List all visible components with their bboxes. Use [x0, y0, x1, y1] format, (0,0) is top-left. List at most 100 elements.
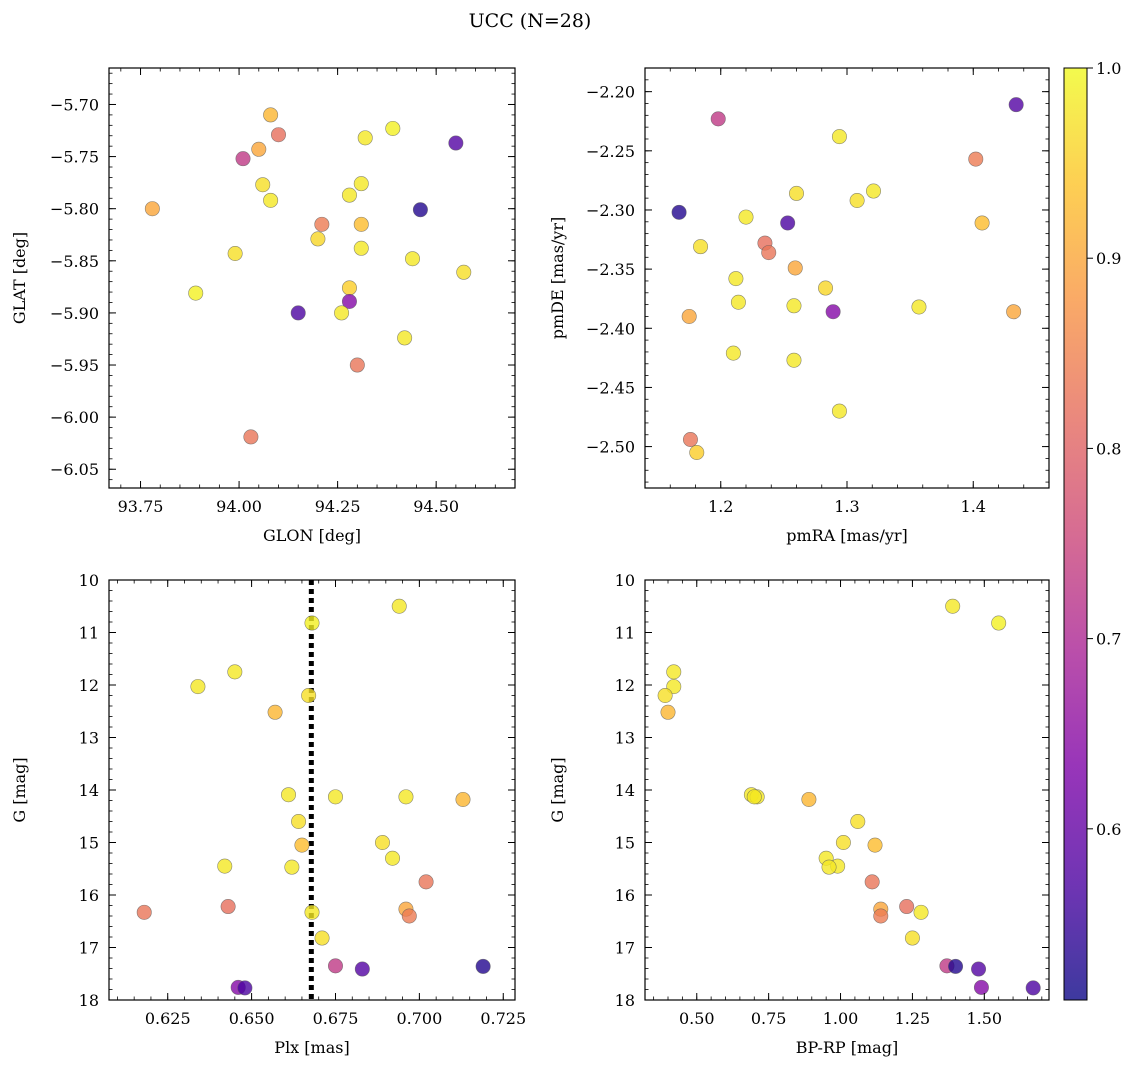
- data-point: [710, 111, 726, 127]
- x-axis-label: pmRA [mas/yr]: [786, 526, 908, 545]
- data-point: [327, 958, 343, 974]
- data-point: [255, 177, 271, 193]
- y-tick-label: −5.80: [50, 200, 99, 219]
- data-point: [291, 813, 307, 829]
- data-point: [849, 193, 865, 209]
- colorbar-tick-label: 0.7: [1096, 630, 1121, 649]
- data-point: [788, 185, 804, 201]
- data-point: [780, 215, 796, 231]
- data-point: [401, 908, 417, 924]
- y-tick-label: −5.90: [50, 304, 99, 323]
- data-point: [391, 598, 407, 614]
- scatter-panel-3: 0.625 0.650 0.675 0.700 0.725 10 11 12 13 14 15 16 1…: [10, 571, 526, 1057]
- y-tick-label: 13: [79, 729, 99, 748]
- y-tick-label: 14: [615, 781, 635, 800]
- data-point: [475, 958, 491, 974]
- data-point: [418, 874, 434, 890]
- x-tick-label: 1.25: [895, 1009, 931, 1028]
- data-point: [405, 251, 421, 267]
- data-point: [991, 615, 1007, 631]
- colorbar-gradient: [1064, 68, 1087, 1000]
- y-tick-label: 11: [615, 624, 635, 643]
- data-point: [251, 141, 267, 157]
- data-point: [681, 308, 697, 324]
- y-tick-label: 16: [615, 886, 635, 905]
- data-point: [973, 979, 989, 995]
- data-point: [456, 264, 472, 280]
- x-tick-label: 1.3: [834, 497, 859, 516]
- y-tick-label: −5.75: [50, 148, 99, 167]
- data-point: [270, 127, 286, 143]
- data-point: [786, 352, 802, 368]
- x-tick-label: 93.75: [118, 497, 164, 516]
- x-tick-label: 0.725: [480, 1009, 526, 1028]
- x-axis-label: GLON [deg]: [263, 526, 361, 545]
- data-point: [831, 403, 847, 419]
- data-point: [227, 664, 243, 680]
- data-point: [267, 704, 283, 720]
- data-point: [341, 280, 357, 296]
- data-point: [660, 704, 676, 720]
- data-point: [786, 298, 802, 314]
- data-point: [801, 791, 817, 807]
- data-point: [693, 239, 709, 255]
- y-tick-label: 17: [615, 939, 635, 958]
- colorbar: 0.6 0.7 0.8 0.9 1.0: [1063, 59, 1121, 1001]
- y-tick-label: −2.20: [586, 83, 635, 102]
- data-point: [761, 245, 777, 261]
- y-tick-label: 18: [79, 991, 99, 1010]
- y-tick-label: −5.95: [50, 356, 99, 375]
- y-tick-label: 13: [615, 729, 635, 748]
- data-point: [911, 299, 927, 315]
- data-point: [821, 859, 837, 875]
- x-tick-label: 1.4: [961, 497, 986, 516]
- scatter-panel-4: 0.50 0.75 1.00 1.25 1.50 10 11 12 13 14 15 16 17 18 BP…: [548, 571, 1050, 1057]
- data-point: [357, 130, 373, 146]
- data-point: [374, 834, 390, 850]
- y-tick-label: −2.50: [586, 438, 635, 457]
- data-point: [968, 151, 984, 167]
- x-tick-label: 1.50: [966, 1009, 1002, 1028]
- x-tick-label: 1.2: [708, 497, 733, 516]
- data-point: [831, 129, 847, 145]
- y-tick-label: 11: [79, 624, 99, 643]
- x-tick-label: 0.650: [229, 1009, 275, 1028]
- y-tick-label: 15: [615, 834, 635, 853]
- data-point: [341, 187, 357, 203]
- data-point: [730, 294, 746, 310]
- axes-frame: [108, 67, 516, 489]
- data-point: [904, 930, 920, 946]
- data-point: [455, 791, 471, 807]
- y-tick-label: 15: [79, 834, 99, 853]
- y-tick-label: 17: [79, 939, 99, 958]
- data-point: [825, 304, 841, 320]
- data-point: [188, 285, 204, 301]
- data-point: [945, 598, 961, 614]
- data-point: [787, 260, 803, 276]
- data-point: [657, 687, 673, 703]
- y-axis-label: pmDE [mas/yr]: [548, 217, 567, 340]
- data-point: [217, 858, 233, 874]
- data-point: [412, 202, 428, 218]
- data-point: [263, 107, 279, 123]
- data-point: [353, 176, 369, 192]
- data-point: [398, 789, 414, 805]
- data-point: [354, 961, 370, 977]
- y-tick-label: −6.00: [50, 408, 99, 427]
- y-tick-label: −2.30: [586, 201, 635, 220]
- colorbar-frame: [1063, 67, 1088, 1001]
- y-tick-label: −2.40: [586, 319, 635, 338]
- data-point: [237, 980, 253, 996]
- data-point: [353, 240, 369, 256]
- colorbar-tick-label: 0.6: [1096, 820, 1121, 839]
- y-tick-label: −2.45: [586, 378, 635, 397]
- data-point: [227, 246, 243, 262]
- y-tick-label: 12: [615, 676, 635, 695]
- data-point: [327, 789, 343, 805]
- data-point: [948, 958, 964, 974]
- colorbar-tick-label: 0.9: [1096, 249, 1121, 268]
- data-point: [190, 679, 206, 695]
- data-point: [818, 280, 834, 296]
- data-point: [310, 231, 326, 247]
